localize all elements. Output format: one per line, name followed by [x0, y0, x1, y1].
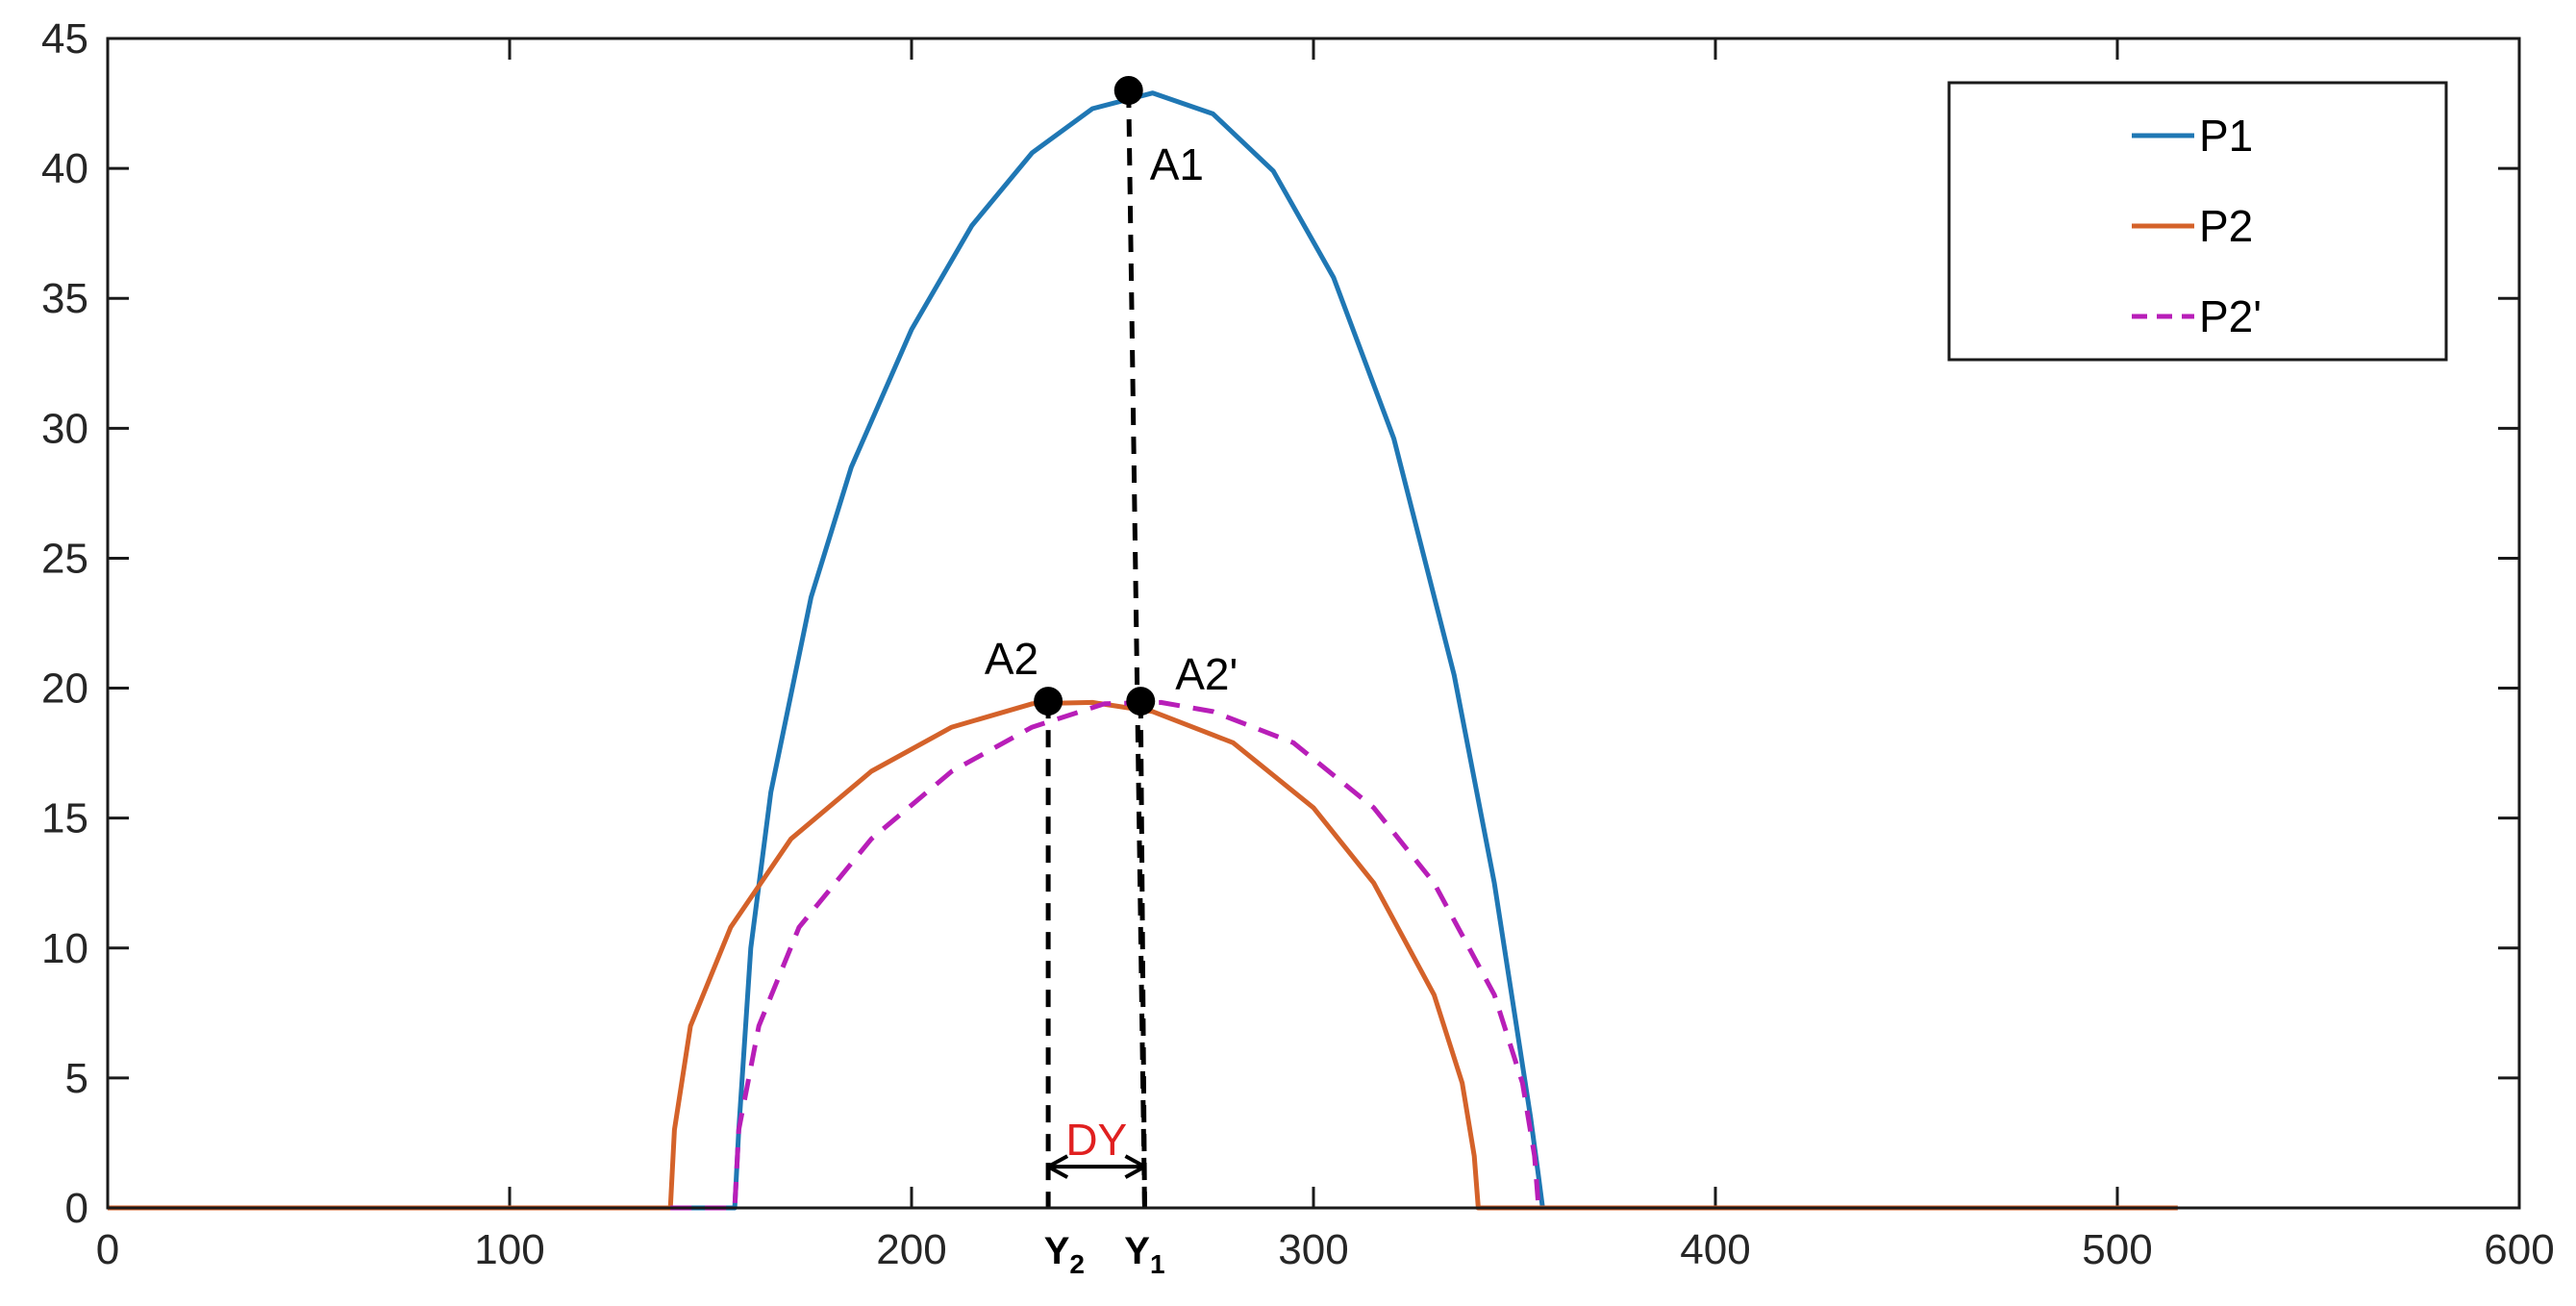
y-position-letter: Y — [1044, 1230, 1070, 1272]
x-tick-labels: 0 100 200 300 400 500 600 — [96, 1226, 2555, 1273]
legend-label: P2 — [2199, 201, 2253, 251]
marker-point — [1034, 687, 1063, 716]
y-tick-label: 45 — [41, 15, 88, 63]
y-tick-label: 10 — [41, 925, 88, 972]
legend-label: P1 — [2199, 111, 2253, 161]
y-tick-labels: 0 5 10 15 20 25 30 35 40 45 — [41, 15, 88, 1232]
legend: P1 P2 P2' — [1947, 81, 2448, 362]
dy-label: DY — [1065, 1115, 1127, 1165]
y-tick-label: 40 — [41, 145, 88, 192]
y-position-subscript: 1 — [1150, 1249, 1165, 1279]
dy-arrow-head-left — [1047, 1154, 1069, 1179]
y-position-label: Y2 — [1044, 1230, 1085, 1279]
y-position-label: Y1 — [1124, 1230, 1164, 1279]
series-line-p2 — [108, 699, 2178, 1211]
x-tick-label: 200 — [876, 1226, 946, 1273]
y-tick-label: 15 — [41, 795, 88, 842]
guide-lines — [1045, 90, 1147, 1209]
series-line-p1 — [108, 90, 2178, 1211]
dy-arrow-head-right — [1124, 1154, 1146, 1179]
legend-label: P2' — [2199, 291, 2262, 341]
y-tick-label: 25 — [41, 535, 88, 582]
y-tick-label: 5 — [65, 1055, 88, 1102]
x-tick-label: 300 — [1278, 1226, 1348, 1273]
legend-box — [1947, 81, 2448, 362]
x-tick-label: 400 — [1680, 1226, 1750, 1273]
marker-label: A2' — [1175, 649, 1238, 699]
y-tick-label: 30 — [41, 405, 88, 452]
marker-point — [1113, 76, 1143, 106]
x-tick-label: 600 — [2484, 1226, 2554, 1273]
y-tick-label: 20 — [41, 666, 88, 713]
marker-label: A1 — [1150, 139, 1204, 189]
y-tick-label: 35 — [41, 275, 88, 322]
y-position-letter: Y — [1124, 1230, 1150, 1272]
x-tick-label: 0 — [96, 1226, 119, 1273]
markers: A1 A2 A2' — [985, 76, 1238, 716]
x-tick-label: 500 — [2082, 1226, 2152, 1273]
marker-point — [1126, 687, 1156, 716]
marker-label: A2 — [985, 634, 1038, 684]
y-position-subscript: 2 — [1069, 1249, 1085, 1279]
y-tick-label: 0 — [65, 1185, 88, 1232]
x-tick-label: 100 — [474, 1226, 544, 1273]
plot-area-frame — [106, 37, 2521, 1210]
